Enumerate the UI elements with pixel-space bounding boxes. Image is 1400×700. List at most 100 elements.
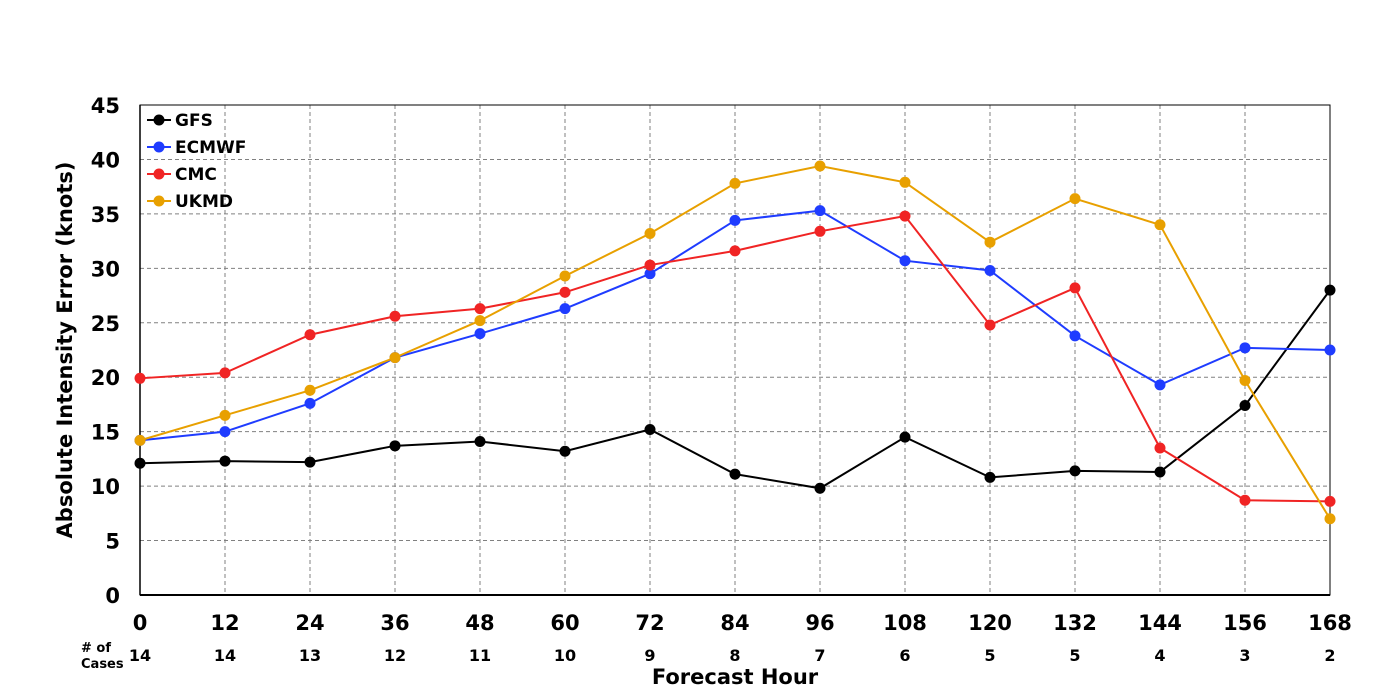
data-point	[814, 225, 826, 237]
x-tick-label: 168	[1308, 611, 1352, 635]
data-point	[1069, 330, 1081, 342]
data-point	[559, 445, 571, 457]
x-tick-label: 156	[1223, 611, 1267, 635]
legend-item-ecmwf: ECMWF	[147, 138, 246, 158]
data-point	[644, 423, 656, 435]
data-point	[304, 397, 316, 409]
data-point	[304, 456, 316, 468]
legend-marker	[153, 141, 165, 153]
series-layer	[134, 160, 1336, 525]
data-point	[559, 303, 571, 315]
data-point	[1239, 400, 1251, 412]
x-axis-title: Forecast Hour	[652, 665, 819, 689]
x-tick-label: 96	[805, 611, 834, 635]
case-count-label: 3	[1239, 646, 1250, 665]
cases-header-line2: Cases	[81, 657, 124, 672]
case-count-label: 11	[469, 646, 491, 665]
data-point	[644, 227, 656, 239]
x-tick-label: 144	[1138, 611, 1182, 635]
x-tick-label: 84	[720, 611, 749, 635]
y-tick-label: 45	[91, 94, 120, 118]
case-count-label: 10	[554, 646, 576, 665]
y-tick-label: 40	[91, 148, 120, 172]
data-point	[1324, 284, 1336, 296]
legend-label: ECMWF	[175, 138, 246, 158]
data-point	[899, 176, 911, 188]
data-point	[219, 426, 231, 438]
data-point	[389, 440, 401, 452]
x-tick-label: 120	[968, 611, 1012, 635]
data-point	[304, 329, 316, 341]
x-tick-label: 132	[1053, 611, 1097, 635]
data-point	[729, 214, 741, 226]
data-point	[814, 482, 826, 494]
legend-marker	[153, 195, 165, 207]
cases-header-line1: # of	[81, 641, 111, 656]
data-point	[1154, 442, 1166, 454]
data-point	[814, 160, 826, 172]
data-point	[814, 205, 826, 217]
x-tick-label: 60	[550, 611, 579, 635]
legend-marker	[153, 114, 165, 126]
data-point	[1154, 219, 1166, 231]
data-point	[1069, 193, 1081, 205]
data-point	[389, 310, 401, 322]
data-point	[984, 471, 996, 483]
case-count-label: 4	[1154, 646, 1165, 665]
data-point	[984, 236, 996, 248]
data-point	[219, 455, 231, 467]
data-point	[899, 210, 911, 222]
data-point	[1324, 344, 1336, 356]
case-count-label: 5	[1069, 646, 1080, 665]
x-tick-label: 108	[883, 611, 927, 635]
y-tick-label: 15	[91, 421, 120, 445]
legend-item-ukmd: UKMD	[147, 192, 233, 212]
data-point	[729, 245, 741, 257]
data-point	[134, 372, 146, 384]
case-count-label: 8	[729, 646, 740, 665]
y-axis-title: Absolute Intensity Error (knots)	[53, 162, 77, 539]
data-point	[559, 286, 571, 298]
data-point	[899, 255, 911, 267]
legend-label: GFS	[175, 111, 213, 131]
series-gfs	[134, 284, 1336, 494]
data-point	[984, 319, 996, 331]
data-point	[559, 270, 571, 282]
case-count-label: 12	[384, 646, 406, 665]
x-tick-label: 48	[465, 611, 494, 635]
data-point	[1239, 374, 1251, 386]
data-point	[729, 177, 741, 189]
legend: GFS ECMWF CMC UKMD	[147, 111, 246, 212]
y-tick-labels: 0 5 10 15 20 25 30 35 40 45	[91, 94, 120, 608]
data-point	[644, 268, 656, 280]
data-point	[304, 384, 316, 396]
x-tick-labels: 0 12 24 36 48 60 72 84 96 108 120 132 144 156 168	[133, 611, 1352, 635]
case-count-labels: 14 14 13 12 11 10 9 8 7 6 5 5 4 3 2	[129, 646, 1336, 665]
data-point	[899, 431, 911, 443]
case-count-label: 14	[214, 646, 236, 665]
y-tick-label: 25	[91, 312, 120, 336]
data-point	[1069, 282, 1081, 294]
legend-item-cmc: CMC	[147, 165, 217, 185]
case-count-label: 9	[644, 646, 655, 665]
data-point	[1069, 465, 1081, 477]
x-tick-label: 72	[635, 611, 664, 635]
x-tick-label: 36	[380, 611, 409, 635]
x-tick-label: 0	[133, 611, 148, 635]
data-point	[984, 265, 996, 277]
y-tick-label: 20	[91, 366, 120, 390]
data-point	[1239, 494, 1251, 506]
data-point	[134, 457, 146, 469]
case-count-label: 2	[1324, 646, 1335, 665]
legend-item-gfs: GFS	[147, 111, 213, 131]
data-point	[219, 367, 231, 379]
data-point	[474, 315, 486, 327]
data-point	[219, 409, 231, 421]
data-point	[729, 468, 741, 480]
series-ukmd	[134, 160, 1336, 525]
data-point	[644, 259, 656, 271]
data-point	[1324, 513, 1336, 525]
case-count-label: 5	[984, 646, 995, 665]
